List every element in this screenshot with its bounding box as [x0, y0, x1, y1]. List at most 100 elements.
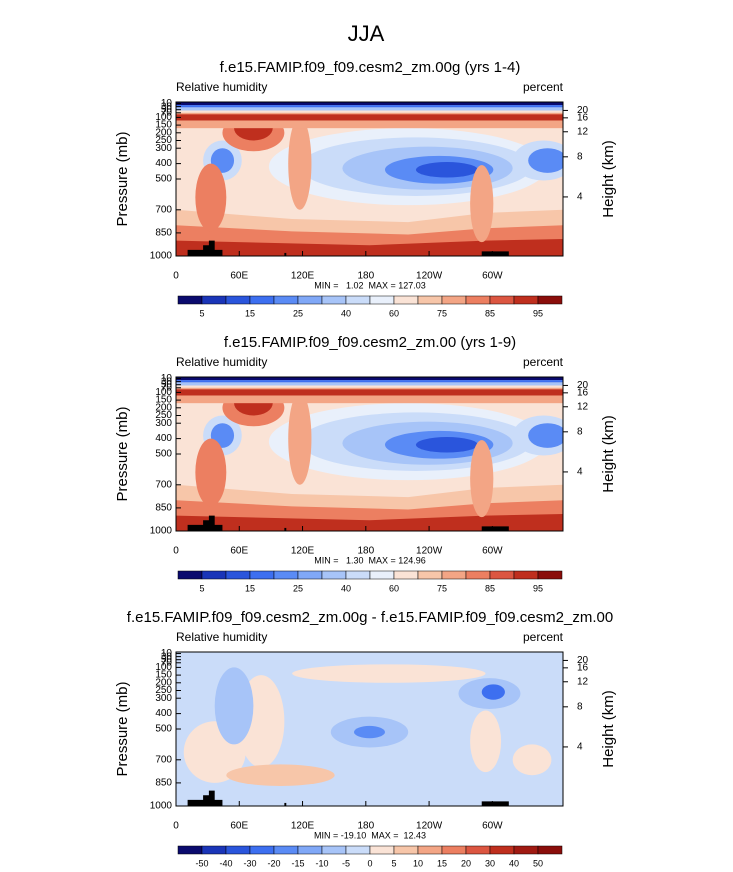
y2-tick-label: 8: [577, 701, 583, 712]
x-tick-label: 180: [357, 546, 374, 557]
colorbar-label: 15: [437, 858, 447, 868]
contour-field: [176, 377, 563, 531]
terrain: [187, 790, 223, 806]
y-tick-label: 300: [155, 418, 172, 429]
contour-fill: [195, 438, 227, 507]
colorbar-box: [297, 295, 323, 305]
y2-tick-label: 20: [577, 380, 589, 391]
y2-tick-label: 16: [577, 112, 589, 123]
y-tick-label: 200: [155, 677, 172, 688]
colorbar-label: 5: [199, 308, 204, 318]
colorbar-box: [369, 570, 395, 580]
contour-fill: [415, 162, 478, 178]
right-label: percent: [523, 355, 564, 369]
colorbar-label: 40: [341, 583, 351, 593]
colorbar-box: [345, 570, 371, 580]
left-label: Relative humidity: [176, 630, 267, 644]
y-tick-label: 850: [155, 778, 172, 789]
y-tick-label: 70: [161, 382, 173, 393]
colorbar-label: -30: [243, 858, 256, 868]
contour-fill: [528, 148, 563, 173]
y2-tick-label: 8: [577, 151, 583, 162]
colorbar-label: 75: [437, 583, 447, 593]
y-tick-label: 500: [155, 174, 172, 185]
colorbar-label: 5: [391, 858, 396, 868]
panel-title: f.e15.FAMIP.f09_f09.cesm2_zm.00 (yrs 1-9…: [224, 334, 516, 351]
y2-axis-label: Height (km): [600, 140, 617, 218]
x-tick-label: 120W: [416, 546, 443, 557]
colorbar-box: [465, 295, 491, 305]
y-tick-label: 50: [161, 654, 173, 665]
contour-fill: [176, 105, 563, 108]
y-tick-label: 250: [155, 135, 172, 146]
x-tick-label: 120E: [291, 271, 315, 282]
colorbar-box: [369, 295, 395, 305]
colorbar-box: [297, 845, 323, 855]
colorbar-label: -10: [315, 858, 328, 868]
right-label: percent: [523, 80, 564, 94]
x-tick-label: 0: [173, 271, 179, 282]
y-tick-label: 50: [161, 379, 173, 390]
y2-tick-label: 16: [577, 662, 589, 673]
y-tick-label: 1000: [150, 801, 173, 812]
y2-tick-label: 12: [577, 126, 589, 137]
contour-field: [176, 102, 563, 256]
y-tick-label: 150: [155, 670, 172, 681]
y2-tick-label: 20: [577, 105, 589, 116]
y-tick-label: 250: [155, 685, 172, 696]
contour-fill: [176, 389, 563, 396]
y-tick-label: 100: [155, 662, 172, 673]
y-tick-label: 500: [155, 724, 172, 735]
y-tick-label: 50: [161, 104, 173, 115]
colorbar-box: [513, 845, 539, 855]
contour-fill: [512, 744, 552, 776]
y2-tick-label: 8: [577, 426, 583, 437]
colorbar-box: [345, 845, 371, 855]
y-axis-label: Pressure (mb): [114, 681, 131, 776]
x-tick-label: 60E: [230, 271, 248, 282]
y-tick-label: 150: [155, 120, 172, 131]
y-tick-label: 700: [155, 479, 172, 490]
colorbar-box: [513, 295, 539, 305]
y-tick-label: 100: [155, 387, 172, 398]
colorbar-label: 10: [413, 858, 423, 868]
panel-title: f.e15.FAMIP.f09_f09.cesm2_zm.00g (yrs 1-…: [220, 59, 521, 76]
terrain: [284, 527, 287, 531]
colorbar-label: 40: [509, 858, 519, 868]
y-tick-label: 200: [155, 402, 172, 413]
colorbar-label: 95: [533, 308, 543, 318]
contour-fill: [214, 667, 254, 745]
contour-fill: [481, 684, 505, 700]
colorbar-label: 75: [437, 308, 447, 318]
x-tick-label: 180: [357, 271, 374, 282]
y-tick-label: 30: [161, 101, 173, 112]
y-tick-label: 30: [161, 376, 173, 387]
colorbar-box: [321, 295, 347, 305]
colorbar-box: [441, 570, 467, 580]
colorbar-box: [249, 845, 275, 855]
x-tick-label: 60E: [230, 546, 248, 557]
contour-fill: [288, 392, 312, 485]
contour-fill: [292, 664, 486, 683]
colorbar-box: [537, 570, 563, 580]
colorbar-box: [345, 295, 371, 305]
colorbar-label: 15: [245, 583, 255, 593]
colorbar-box: [177, 295, 203, 305]
colorbar-label: -40: [219, 858, 232, 868]
colorbar-box: [537, 845, 563, 855]
stats: MIN = 1.02 MAX = 127.03: [314, 280, 426, 290]
terrain: [187, 515, 223, 531]
y-tick-label: 10: [161, 373, 173, 384]
colorbar-label: -20: [267, 858, 280, 868]
colorbar-box: [513, 570, 539, 580]
colorbar-box: [225, 845, 251, 855]
contour-fill: [176, 114, 563, 121]
y-tick-label: 400: [155, 708, 172, 719]
colorbar-box: [273, 295, 299, 305]
colorbar-box: [417, 845, 443, 855]
right-label: percent: [523, 630, 564, 644]
colorbar-label: 60: [389, 583, 399, 593]
y-tick-label: 850: [155, 503, 172, 514]
colorbar-box: [537, 295, 563, 305]
